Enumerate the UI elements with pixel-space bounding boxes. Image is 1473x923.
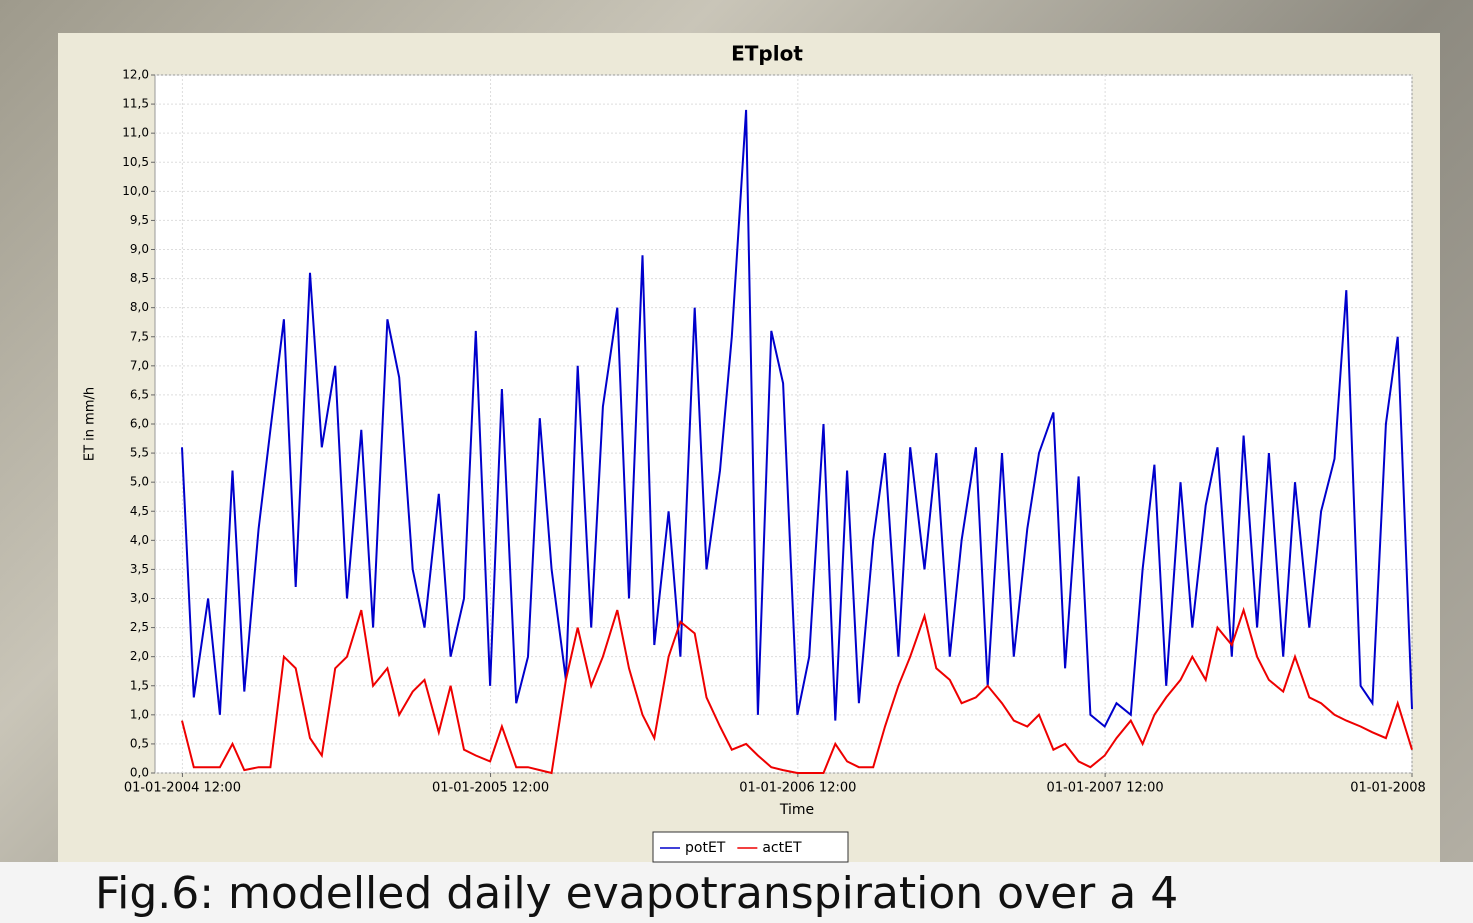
caption: Fig.6: modelled daily evapotranspiration… xyxy=(95,868,1178,919)
y-tick-label: 12,0 xyxy=(122,68,149,82)
y-tick-label: 5,5 xyxy=(130,446,149,460)
y-tick-label: 8,0 xyxy=(130,300,149,314)
y-tick-label: 0,0 xyxy=(130,766,149,780)
y-tick-label: 11,5 xyxy=(122,97,149,111)
x-tick-label: 01-01-2007 12:00 xyxy=(1047,781,1164,796)
y-tick-label: 3,0 xyxy=(130,591,149,605)
x-tick-label: 01-01-2008 xyxy=(1350,781,1426,796)
y-tick-label: 4,5 xyxy=(130,504,149,518)
y-tick-label: 10,5 xyxy=(122,155,149,169)
x-tick-label: 01-01-2004 12:00 xyxy=(124,781,241,796)
y-tick-label: 5,0 xyxy=(130,475,149,489)
y-tick-label: 8,5 xyxy=(130,271,149,285)
y-tick-label: 1,5 xyxy=(130,678,149,692)
y-tick-label: 6,5 xyxy=(130,387,149,401)
y-tick-label: 7,5 xyxy=(130,329,149,343)
x-axis-label: Time xyxy=(779,802,814,818)
y-tick-label: 1,0 xyxy=(130,707,149,721)
y-tick-label: 2,5 xyxy=(130,620,149,634)
legend-box xyxy=(653,832,848,862)
x-tick-label: 01-01-2005 12:00 xyxy=(432,781,549,796)
y-tick-label: 6,0 xyxy=(130,417,149,431)
chart: ETplot Time ET in mm/h Fig.6: modelled d… xyxy=(0,0,1473,923)
page: {"chart_data":{"type":"line","title":"ET… xyxy=(0,0,1473,923)
y-tick-label: 10,0 xyxy=(122,184,149,198)
y-tick-label: 9,5 xyxy=(130,213,149,227)
x-tick-label: 01-01-2006 12:00 xyxy=(739,781,856,796)
y-axis-label: ET in mm/h xyxy=(83,387,98,461)
y-tick-label: 7,0 xyxy=(130,358,149,372)
y-tick-label: 4,0 xyxy=(130,533,149,547)
y-tick-label: 0,5 xyxy=(130,736,149,750)
legend-label: potET xyxy=(685,840,726,856)
legend-label: actET xyxy=(762,840,802,856)
y-tick-label: 2,0 xyxy=(130,649,149,663)
y-tick-label: 3,5 xyxy=(130,562,149,576)
y-tick-label: 9,0 xyxy=(130,242,149,256)
y-tick-label: 11,0 xyxy=(122,126,149,140)
chart-title: ETplot xyxy=(731,42,803,66)
